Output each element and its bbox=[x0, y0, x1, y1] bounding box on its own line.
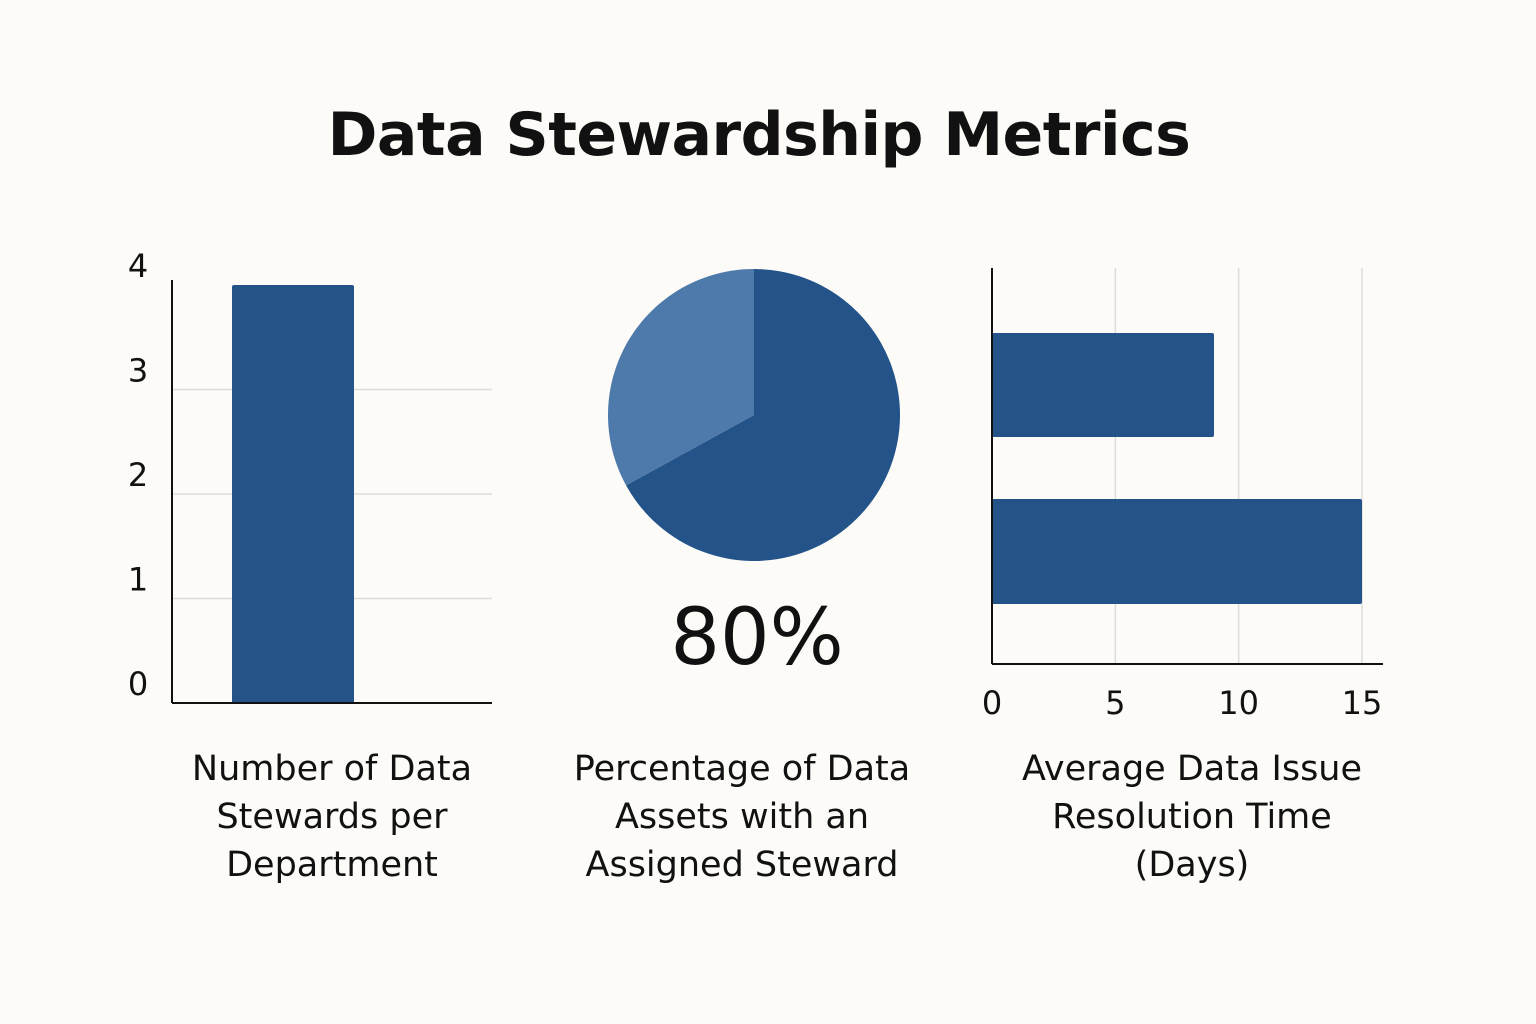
stewards-bar-chart: 0 1 2 3 4 bbox=[128, 247, 492, 704]
bar bbox=[992, 499, 1362, 604]
pie-slice bbox=[607, 269, 754, 486]
x-tick-label: 5 bbox=[1105, 684, 1125, 722]
bar bbox=[992, 333, 1214, 437]
page-title: Data Stewardship Metrics bbox=[327, 100, 1191, 170]
bar bbox=[232, 285, 354, 703]
resolution-chart-caption: Average Data Issue Resolution Time (Days… bbox=[1021, 749, 1363, 885]
y-tick-label: 0 bbox=[128, 665, 148, 703]
x-tick-label: 0 bbox=[982, 684, 1002, 722]
x-tick-label: 15 bbox=[1342, 684, 1383, 722]
y-tick-label: 1 bbox=[128, 561, 148, 599]
resolution-time-bar-chart: 0 5 10 15 bbox=[982, 268, 1383, 722]
y-tick-label: 4 bbox=[128, 247, 148, 285]
pie-slice bbox=[626, 269, 900, 561]
pie-value-label: 80% bbox=[670, 593, 843, 683]
pie-chart-caption: Percentage of Data Assets with an Assign… bbox=[573, 749, 911, 885]
y-tick-label: 2 bbox=[128, 456, 148, 494]
x-tick-label: 10 bbox=[1218, 684, 1259, 722]
assignment-pie-chart: 80% bbox=[607, 269, 900, 683]
stewards-chart-caption: Number of Data Stewards per Department bbox=[191, 749, 473, 885]
y-tick-label: 3 bbox=[128, 352, 148, 390]
